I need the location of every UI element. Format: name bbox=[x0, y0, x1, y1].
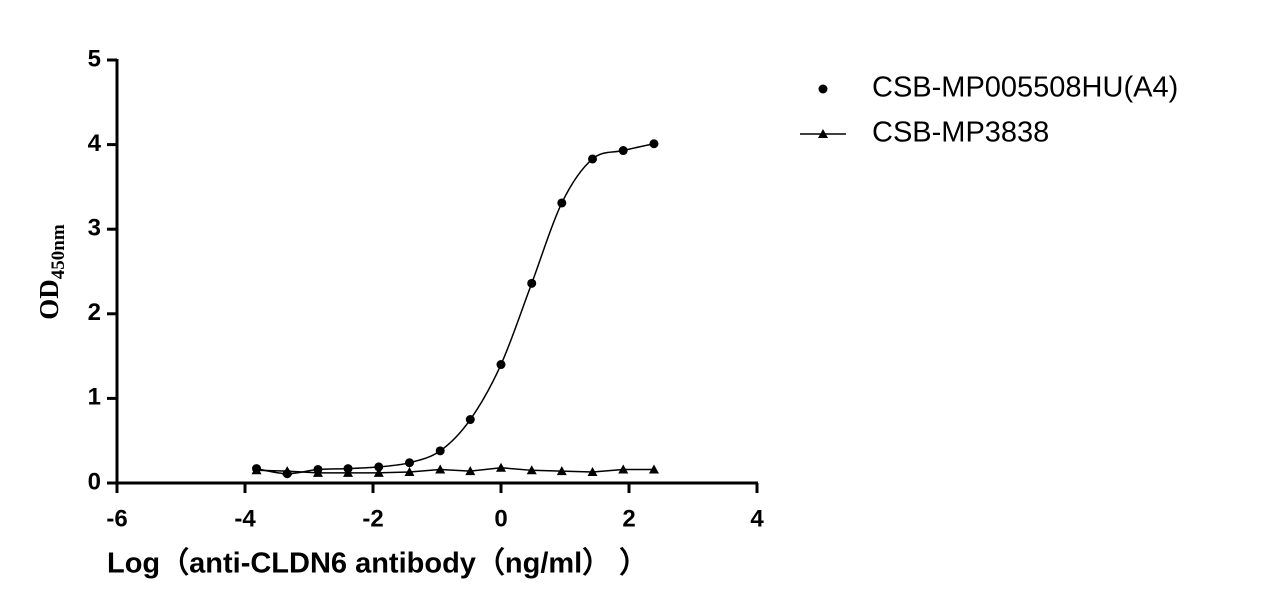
legend-label: CSB-MP005508HU(A4) bbox=[872, 72, 1178, 104]
data-point bbox=[374, 462, 384, 472]
y-tick-label: 2 bbox=[88, 299, 101, 326]
data-point bbox=[465, 415, 475, 425]
data-point bbox=[557, 198, 567, 208]
series-line bbox=[256, 143, 655, 475]
data-point bbox=[435, 446, 445, 456]
x-tick-label: -6 bbox=[106, 505, 127, 532]
legend-label: CSB-MP3838 bbox=[872, 117, 1049, 149]
data-point bbox=[648, 464, 659, 474]
data-point bbox=[527, 278, 537, 288]
data-point bbox=[465, 466, 476, 476]
data-point bbox=[373, 467, 384, 477]
series-line bbox=[256, 467, 654, 474]
data-point bbox=[282, 466, 293, 476]
legend-marker bbox=[818, 129, 828, 138]
x-tick-label: 2 bbox=[622, 505, 635, 532]
y-axis-label: OD450nm bbox=[34, 224, 69, 320]
x-axis-label: Log（anti-CLDN6 antibody（ng/ml） ） bbox=[107, 547, 648, 580]
x-tick-label: 0 bbox=[494, 505, 507, 532]
x-tick-label: 4 bbox=[750, 505, 764, 532]
data-point bbox=[404, 467, 415, 477]
x-tick-label: -4 bbox=[234, 505, 256, 532]
data-point bbox=[556, 466, 567, 476]
data-point bbox=[496, 462, 506, 472]
data-point bbox=[435, 464, 446, 474]
data-point bbox=[496, 360, 506, 370]
data-point bbox=[588, 154, 598, 164]
data-point bbox=[649, 139, 659, 149]
y-tick-label: 4 bbox=[88, 130, 102, 157]
y-label-subscript: 450nm bbox=[48, 224, 69, 279]
data-point bbox=[404, 458, 414, 468]
x-tick-label: -2 bbox=[362, 505, 383, 532]
y-tick-label: 0 bbox=[88, 468, 101, 495]
y-label-main: OD bbox=[34, 279, 64, 320]
legend-marker bbox=[818, 84, 828, 94]
data-point bbox=[618, 146, 628, 156]
y-tick-label: 1 bbox=[88, 384, 101, 411]
data-point bbox=[587, 467, 598, 477]
data-point bbox=[251, 465, 262, 475]
data-point bbox=[526, 465, 537, 475]
data-point bbox=[618, 464, 629, 474]
y-tick-label: 5 bbox=[88, 45, 101, 72]
y-tick-label: 3 bbox=[88, 215, 101, 242]
data-point bbox=[343, 467, 354, 477]
data-point bbox=[312, 467, 323, 477]
